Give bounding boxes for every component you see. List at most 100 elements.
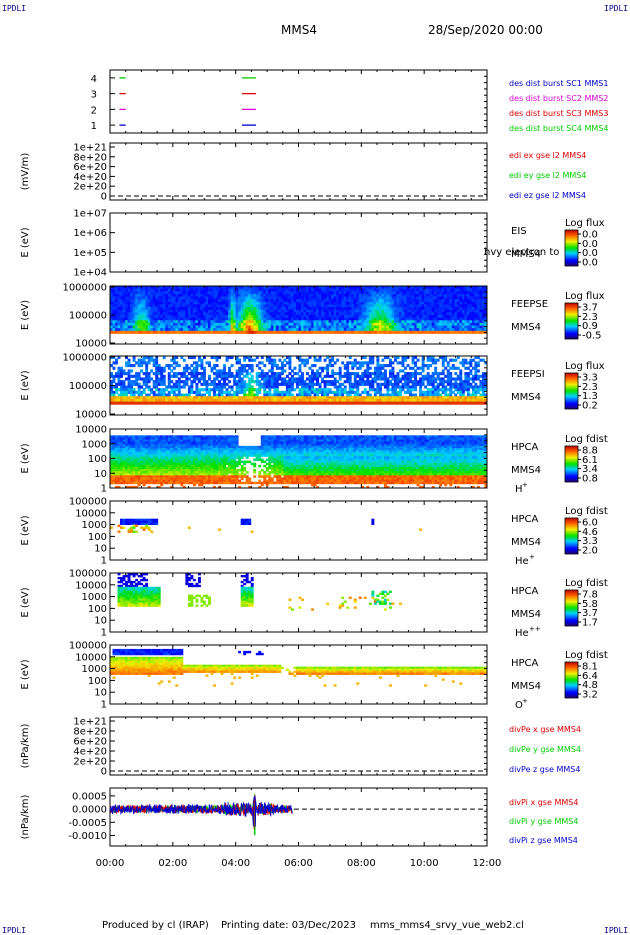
feepsi-cell (188, 377, 191, 380)
feepse-cell (203, 302, 206, 305)
feepse-cell (457, 328, 460, 331)
feepsi-cell (371, 383, 374, 386)
feepse-cell (243, 302, 246, 305)
feepse-cell (374, 310, 377, 313)
feepsi-cell (469, 396, 472, 399)
feepsi-cell (364, 399, 367, 402)
feepse-cell (331, 315, 334, 318)
feepse-cell (319, 304, 322, 307)
feepsi-cell (170, 375, 173, 378)
feepse-cell (218, 294, 221, 297)
feepse-cell (361, 320, 364, 323)
feepse-cell (319, 323, 322, 326)
feepse-cell (208, 307, 211, 310)
feepse-cell (364, 328, 367, 331)
feepse-cell (281, 289, 284, 292)
feepse-cell (381, 326, 384, 329)
feepsi-cell (291, 402, 294, 405)
feepse-cell (427, 320, 430, 323)
feepse-cell (331, 328, 334, 331)
feepse-cell (351, 297, 354, 300)
feepse-cell (200, 299, 203, 302)
feepse-cell (326, 320, 329, 323)
feepsi-cell (145, 399, 148, 402)
feepse-cell (158, 302, 161, 305)
feepsi-cell (354, 386, 357, 389)
feepse-cell (374, 315, 377, 318)
feepse-cell (155, 318, 158, 321)
feepse-cell (211, 318, 214, 321)
feepse-cell (178, 299, 181, 302)
feepsi-cell (331, 364, 334, 367)
feepsi-cell (371, 361, 374, 364)
feepse-cell (221, 291, 224, 294)
feepsi-cell (452, 402, 455, 405)
feepsi-cell (145, 380, 148, 383)
feepse-cell (364, 312, 367, 315)
feepse-cell (158, 307, 161, 310)
feepse-cell (233, 302, 236, 305)
feepse-cell (301, 315, 304, 318)
feepsi-cell (397, 377, 400, 380)
feepsi-cell (170, 396, 173, 399)
feepse-cell (160, 294, 163, 297)
feepsi-cell (155, 372, 158, 375)
feepsi-cell (145, 375, 148, 378)
feepse-cell (251, 299, 254, 302)
feepse-cell (482, 318, 485, 321)
feepsi-cell (188, 399, 191, 402)
feepse-cell (397, 299, 400, 302)
feepsi-cell (369, 372, 372, 375)
feepse-cell (442, 320, 445, 323)
feepse-cell (178, 315, 181, 318)
feepse-cell (432, 302, 435, 305)
feepse-cell (178, 318, 181, 321)
feepse-cell (424, 312, 427, 315)
feepse-cell (402, 323, 405, 326)
feepse-cell (253, 302, 256, 305)
feepsi-cell (479, 380, 482, 383)
feepse-cell (165, 307, 168, 310)
feepse-cell (256, 328, 259, 331)
feepse-cell (281, 312, 284, 315)
feepse-cell (306, 331, 309, 334)
feepsi-cell (150, 369, 153, 372)
feepse-cell (138, 299, 141, 302)
feepse-cell (140, 318, 143, 321)
feepsi-cell (140, 391, 143, 394)
feepsi-cell (402, 386, 405, 389)
burst-frame (110, 70, 487, 133)
feepse-cell (266, 320, 269, 323)
feepsi-cell (236, 394, 239, 397)
feepse-cell (283, 299, 286, 302)
feepsi-cell (276, 396, 279, 399)
feepsi-cell (241, 399, 244, 402)
feepse-cell (198, 326, 201, 329)
feepse-cell (374, 318, 377, 321)
feepsi-cell (238, 375, 241, 378)
feepse-cell (324, 318, 327, 321)
feepsi-cell (243, 380, 246, 383)
feepse-cell (218, 331, 221, 334)
feepsi-cell (246, 396, 249, 399)
feepse-cell (160, 302, 163, 305)
feepsi-cell (286, 388, 289, 391)
feepse-cell (130, 323, 133, 326)
feepsi-cell (293, 396, 296, 399)
feepse-cell (263, 304, 266, 307)
feepse-cell (183, 312, 186, 315)
feepsi-cell (432, 383, 435, 386)
feepse-cell (218, 291, 221, 294)
feepsi-cell (309, 367, 312, 370)
feepse-cell (216, 294, 219, 297)
feepsi-cell (163, 399, 166, 402)
feepse-cell (424, 323, 427, 326)
feepse-cell (407, 294, 410, 297)
feepse-cell (336, 328, 339, 331)
feepsi-cell (311, 369, 314, 372)
feepse-cell (454, 307, 457, 310)
feepse-cell (336, 299, 339, 302)
feepse-cell (316, 304, 319, 307)
feepse-cell (381, 299, 384, 302)
feepse-cell (251, 328, 254, 331)
